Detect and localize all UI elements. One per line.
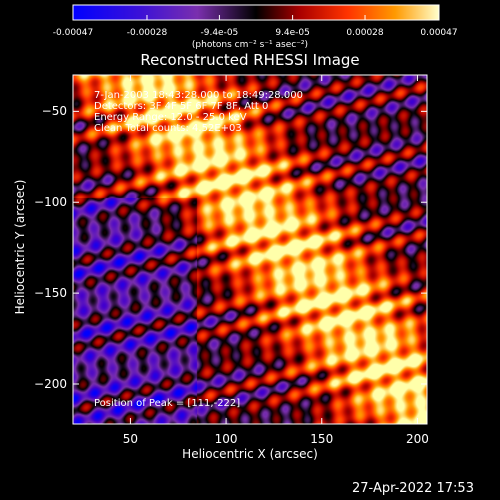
heatmap-image <box>73 75 427 424</box>
y-tick-label: −100 <box>34 195 67 210</box>
x-tick-label: 50 <box>122 432 139 446</box>
plot-frame <box>72 74 428 425</box>
y-tick-label: −50 <box>41 104 67 119</box>
annotation-time-range: 7-Jan-2003 18:43:28.000 to 18:49:28.000 <box>94 90 303 101</box>
colorbar-tick-label: -9.4e-05 <box>200 28 239 38</box>
x-axis-label: Heliocentric X (arcsec) <box>182 447 318 461</box>
render-timestamp: 27-Apr-2022 17:53 <box>352 481 474 496</box>
annotation-peak-position: Position of Peak = [111,-222] <box>94 398 241 409</box>
annotation-detectors: Detectors: 3F 4F 5F 6F 7F 8F, Att 0 <box>94 101 269 112</box>
colorbar-unit-label: (photons cm⁻² s⁻¹ asec⁻²) <box>191 40 309 50</box>
annotation-energy-range: Energy Range: 12.0 - 25.0 keV <box>94 112 247 123</box>
colorbar-tick-label: 9.4e-05 <box>275 28 310 38</box>
colorbar-gradient <box>72 4 440 21</box>
y-tick-label: −150 <box>34 286 67 301</box>
colorbar-tick-label: -0.00028 <box>126 28 168 38</box>
x-tick-label: 100 <box>214 432 238 446</box>
annotation-counts: Clean Total counts: 4.52E+03 <box>94 123 242 134</box>
colorbar-tick-label: 0.00047 <box>420 28 458 38</box>
x-tick-label: 150 <box>310 432 334 446</box>
chart-title: Reconstructed RHESSI Image <box>140 51 360 69</box>
colorbar-svg <box>72 4 440 21</box>
colorbar-tick-label: -0.00047 <box>52 28 94 38</box>
x-tick-label: 200 <box>405 432 429 446</box>
y-axis-label: Heliocentric Y (arcsec) <box>13 179 27 315</box>
y-tick-label: −200 <box>34 377 67 391</box>
colorbar-tick-label: 0.00028 <box>346 28 384 38</box>
